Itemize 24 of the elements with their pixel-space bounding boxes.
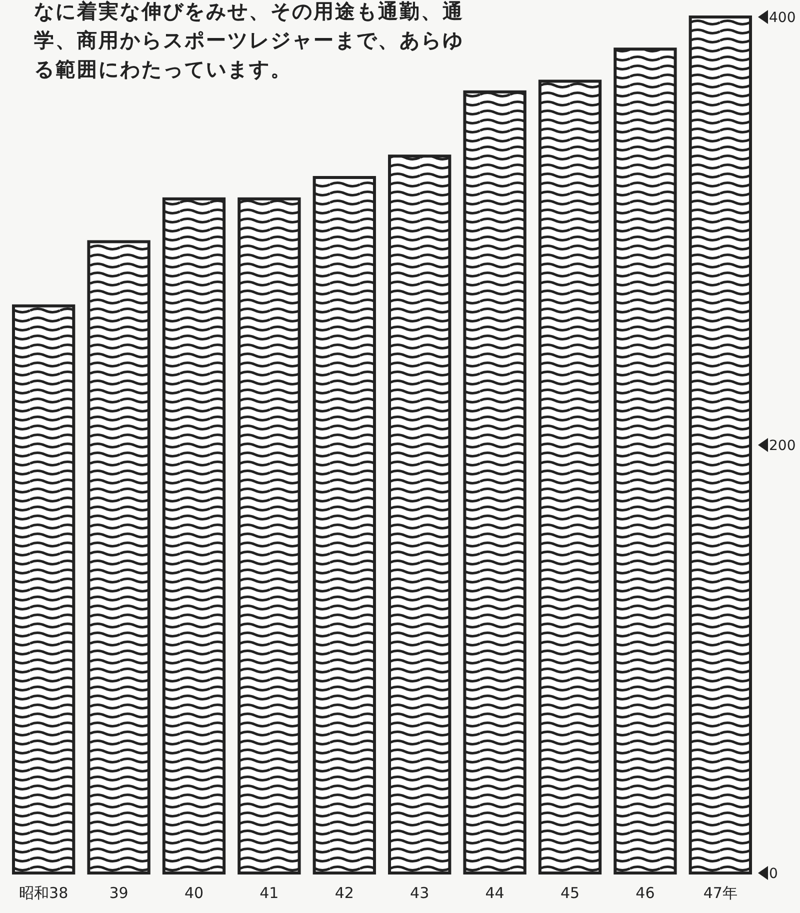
- x-tick-label: 46: [636, 884, 655, 902]
- bar: [688, 16, 752, 874]
- bar: [312, 176, 376, 874]
- x-tick-label: 40: [184, 884, 204, 902]
- x-tick-label: 45: [560, 884, 580, 902]
- x-tick-label: 47年: [703, 884, 738, 902]
- bar: [388, 154, 452, 874]
- x-tick-label: 昭和38: [19, 884, 68, 902]
- bar: [463, 90, 526, 874]
- x-tick-label: 44: [485, 884, 504, 902]
- x-tick-label: 43: [410, 884, 430, 902]
- bar: [614, 48, 677, 874]
- bar: [12, 304, 76, 874]
- y-tick-label: 200: [769, 438, 796, 454]
- x-tick-label: 41: [260, 884, 279, 902]
- bar: [538, 80, 602, 874]
- bar: [238, 197, 301, 874]
- x-tick-label: 42: [334, 884, 354, 902]
- text: なに着実な伸びをみせ、その用途も通勤、通学、商用からスポーツレジャーまで、あらゆる範囲にわたっています。: [34, 0, 464, 81]
- y-tick-label: 0: [769, 866, 778, 882]
- bar: [87, 240, 150, 874]
- bar: [162, 197, 226, 874]
- y-tick-label: 400: [769, 10, 796, 26]
- x-tick-label: 39: [109, 884, 128, 902]
